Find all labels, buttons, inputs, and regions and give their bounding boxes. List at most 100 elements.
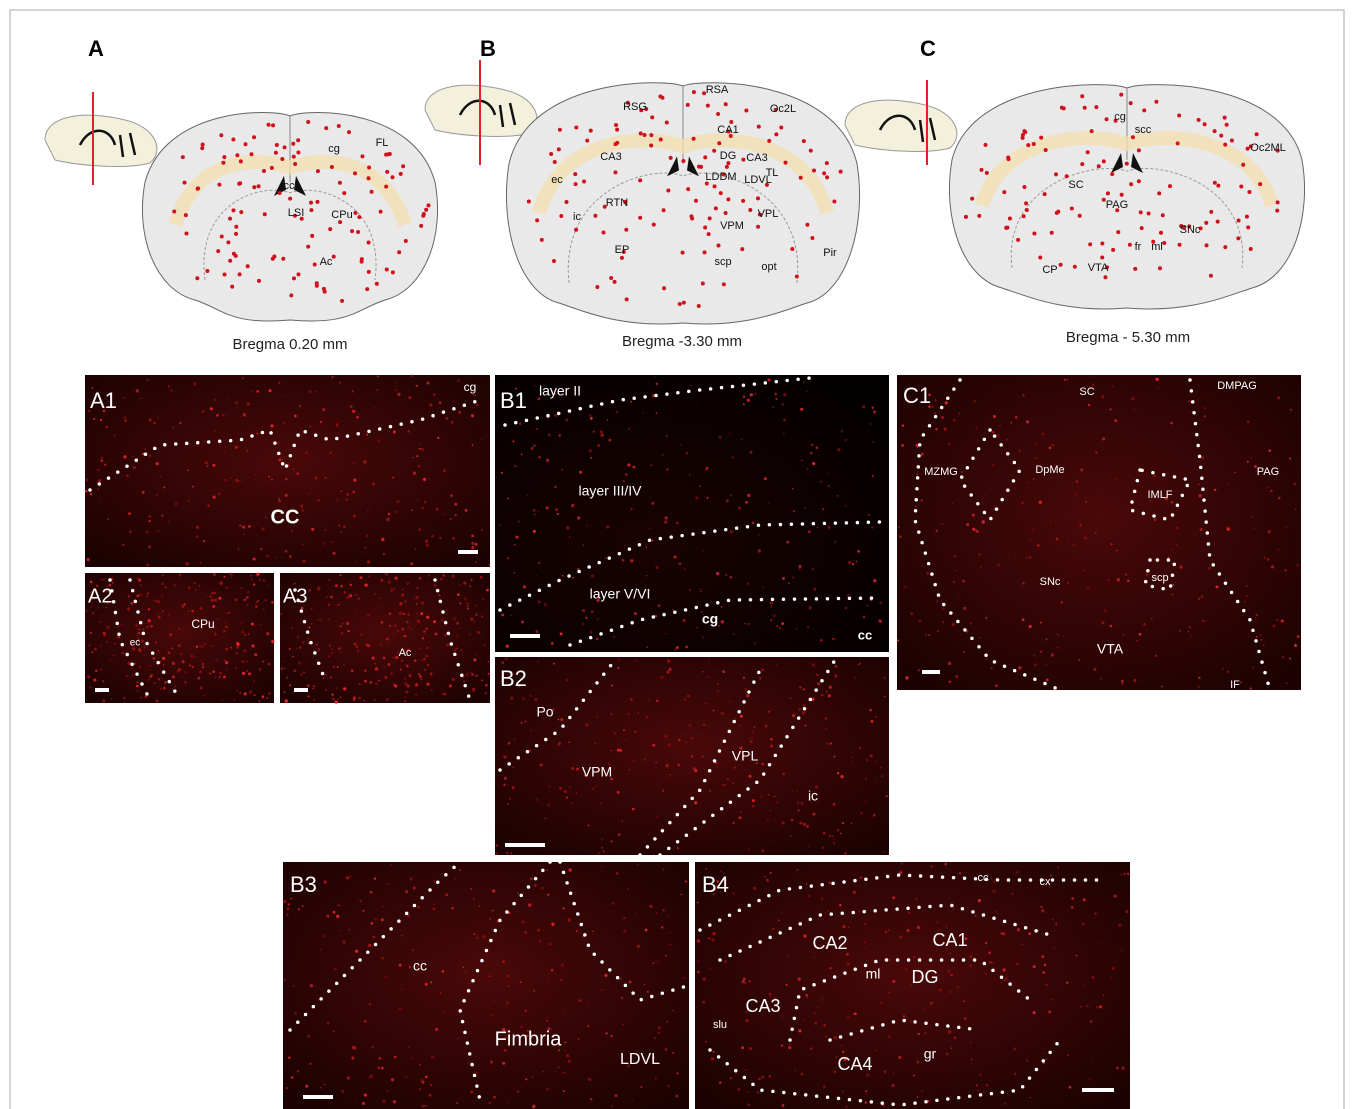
fluorescent-speck: [362, 910, 364, 912]
fluorescent-speck: [508, 784, 509, 785]
fluorescent-speck: [614, 732, 617, 735]
fluorescent-speck: [317, 588, 320, 591]
fluorescent-speck: [792, 577, 794, 579]
labeled-cell: [201, 143, 205, 147]
labeled-cell: [401, 164, 405, 168]
fluorescent-speck: [261, 527, 264, 530]
fluorescent-speck: [1278, 497, 1281, 500]
fluorescent-speck: [681, 894, 682, 895]
fluorescent-speck: [268, 476, 270, 478]
fluorescent-speck: [1012, 893, 1014, 895]
fluorescent-speck: [901, 444, 904, 447]
fluorescent-speck: [776, 625, 778, 627]
fluorescent-speck: [251, 390, 253, 392]
fluorescent-speck: [730, 576, 732, 578]
fluorescent-speck: [302, 544, 303, 545]
fluorescent-speck: [251, 578, 254, 581]
labeled-cell: [1125, 162, 1129, 166]
fluorescent-speck: [821, 846, 824, 849]
labeled-cell: [1060, 106, 1064, 110]
fluorescent-speck: [168, 614, 169, 615]
fluorescent-speck: [1026, 482, 1028, 484]
fluorescent-speck: [375, 683, 378, 686]
fluorescent-speck: [212, 495, 215, 498]
fluorescent-speck: [980, 637, 981, 638]
labeled-cell: [1100, 256, 1104, 260]
labeled-cell: [1162, 241, 1166, 245]
fluorescent-speck: [665, 955, 667, 957]
fluorescent-speck: [712, 932, 715, 935]
fluorescent-speck: [727, 407, 729, 409]
fluorescent-speck: [999, 425, 1000, 426]
fluorescent-speck: [721, 620, 724, 623]
fluorescent-speck: [802, 711, 805, 714]
fluorescent-speck: [236, 689, 238, 691]
fluorescent-speck: [705, 868, 707, 870]
fluorescent-speck: [204, 643, 206, 645]
fluorescent-speck: [776, 664, 777, 665]
fluorescent-speck: [872, 441, 874, 443]
fluorescent-speck: [419, 577, 422, 580]
fluorescent-speck: [1123, 873, 1126, 876]
fluorescent-speck: [521, 621, 524, 624]
fluorescent-speck: [334, 968, 337, 971]
fluorescent-speck: [328, 579, 330, 581]
fluorescent-speck: [772, 927, 775, 930]
fluorescent-speck: [475, 561, 476, 562]
fluorescent-speck: [1052, 919, 1054, 921]
fluorescent-speck: [294, 415, 297, 418]
fluorescent-speck: [562, 469, 564, 471]
fluorescent-speck: [625, 473, 628, 476]
labeled-cell: [678, 302, 682, 306]
fluorescent-speck: [128, 512, 131, 515]
fluorescent-speck: [475, 614, 477, 616]
labeled-cell: [385, 267, 389, 271]
fluorescent-speck: [162, 657, 165, 660]
fluorescent-speck: [738, 506, 741, 509]
fluorescent-speck: [425, 654, 428, 657]
fluorescent-speck: [801, 460, 802, 461]
fluorescent-speck: [770, 738, 773, 741]
fluorescent-speck: [812, 462, 815, 465]
fluorescent-speck: [672, 1010, 673, 1011]
fluorescent-speck: [667, 660, 670, 663]
fluorescent-speck: [680, 444, 681, 445]
fluorescent-speck: [421, 659, 423, 661]
fluorescent-speck: [417, 499, 419, 501]
fluorescent-speck: [1264, 557, 1266, 559]
fluorescent-speck: [368, 575, 370, 577]
fluorescent-speck: [942, 621, 944, 623]
fluorescent-speck: [438, 594, 440, 596]
fluorescent-speck: [162, 610, 164, 612]
fluorescent-speck: [656, 816, 658, 818]
fluorescent-speck: [1053, 947, 1055, 949]
fluorescent-speck: [665, 633, 666, 634]
fluorescent-speck: [919, 620, 921, 622]
fluorescent-speck: [293, 985, 295, 987]
fluorescent-speck: [757, 1091, 760, 1094]
fluorescent-speck: [469, 633, 471, 635]
fluorescent-speck: [629, 769, 630, 770]
fluorescent-speck: [123, 455, 126, 458]
fluorescent-speck: [546, 981, 548, 983]
fluorescent-speck: [353, 514, 356, 517]
labeled-cell: [328, 227, 332, 231]
fluorescent-speck: [931, 405, 934, 408]
fluorescent-speck: [612, 902, 615, 905]
fluorescent-speck: [563, 1090, 565, 1092]
labeled-cell: [593, 214, 597, 218]
fluorescent-speck: [740, 811, 741, 812]
fluorescent-speck: [420, 677, 423, 680]
fluorescent-speck: [642, 412, 643, 413]
fluorescent-speck: [363, 700, 365, 702]
fluorescent-speck: [660, 676, 663, 679]
fluorescent-speck: [903, 1015, 905, 1017]
fluorescent-speck: [320, 421, 322, 423]
fluorescent-speck: [674, 555, 677, 558]
fluorescent-speck: [246, 661, 248, 663]
fluorescent-speck: [354, 561, 356, 563]
fluorescent-speck: [404, 700, 406, 702]
fluorescent-speck: [642, 742, 643, 743]
fluorescent-speck: [1270, 490, 1272, 492]
fluorescent-speck: [471, 534, 474, 537]
